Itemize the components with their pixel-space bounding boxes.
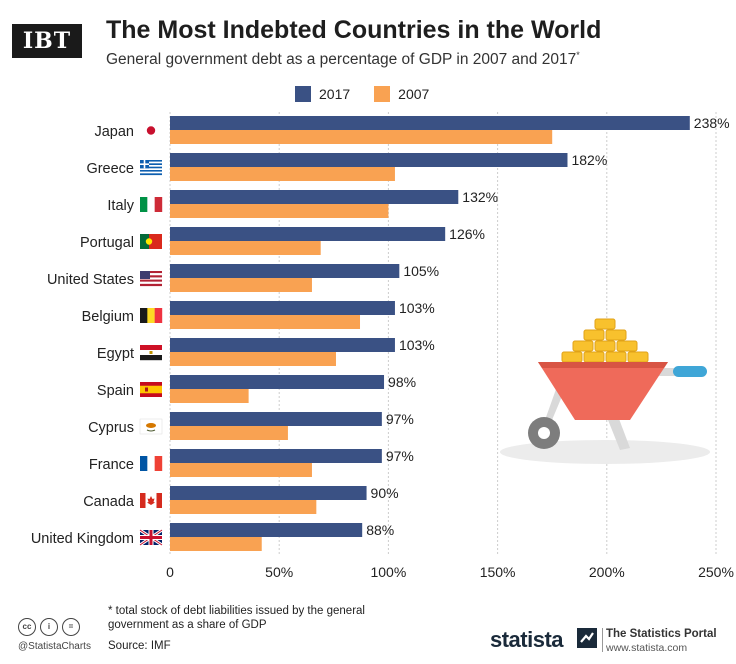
egypt-flag-icon — [140, 345, 162, 361]
bar-2017 — [170, 375, 385, 389]
bar-2007 — [170, 463, 312, 477]
france-flag-icon — [140, 456, 163, 471]
x-tick-label: 250% — [698, 564, 734, 580]
category-label: United Kingdom — [31, 531, 134, 547]
bar-2007 — [170, 204, 389, 218]
bar-2017 — [170, 338, 395, 352]
bar-2017 — [170, 449, 382, 463]
cyprus-flag-icon — [139, 418, 163, 435]
statista-logo: statista — [490, 627, 564, 652]
bar-2007 — [170, 130, 553, 144]
legend-swatch-2007 — [374, 86, 391, 102]
subtitle-footnote-mark: * — [576, 50, 580, 60]
category-label: United States — [47, 272, 134, 288]
value-label: 105% — [403, 263, 439, 279]
bar-2017 — [170, 227, 446, 241]
statista-mark-icon — [577, 628, 597, 648]
x-tick-label: 0 — [166, 564, 174, 580]
x-tick-label: 150% — [480, 564, 516, 580]
cc-icon: cc — [18, 618, 36, 636]
bar-2017 — [170, 116, 690, 130]
portal-url: www.statista.com — [606, 642, 688, 654]
bar-2017 — [170, 264, 400, 278]
value-label: 126% — [449, 226, 485, 242]
legend: 2017 2007 — [295, 86, 429, 102]
value-label: 103% — [399, 337, 435, 353]
bar-2007 — [170, 426, 288, 440]
portal-info: The Statistics Portal www.statista.com — [606, 627, 717, 655]
bar-2017 — [170, 486, 367, 500]
bar-2007 — [170, 500, 317, 514]
spain-flag-icon — [140, 382, 162, 397]
portal-divider — [602, 628, 603, 652]
no-derivatives-icon: = — [62, 618, 80, 636]
attribution-icon: i — [40, 618, 58, 636]
license-icons: cc i = — [18, 618, 80, 636]
bar-chart: 0 50% 100% 150% 200% 250% 238% Japan 182% Greece 1… — [31, 112, 734, 580]
value-label: 132% — [462, 189, 498, 205]
legend-item-2007: 2007 — [374, 86, 429, 102]
belgium-flag-icon — [140, 308, 163, 323]
usa-flag-icon — [140, 271, 162, 287]
value-label: 97% — [386, 411, 414, 427]
legend-item-2017: 2017 — [295, 86, 350, 102]
footnote: * total stock of debt liabilities issued… — [108, 605, 365, 631]
bar-2017 — [170, 190, 459, 204]
uk-flag-icon — [139, 528, 163, 547]
ibt-logo: IBT — [12, 24, 82, 58]
value-label: 88% — [366, 522, 394, 538]
value-label: 182% — [571, 152, 607, 168]
canada-flag-icon — [140, 493, 162, 508]
portal-title: The Statistics Portal — [606, 628, 717, 640]
japan-flag-icon — [140, 123, 162, 138]
category-label: Spain — [97, 383, 134, 399]
bar-2007 — [170, 278, 312, 292]
chart-subtitle: General government debt as a percentage … — [106, 50, 580, 69]
bar-2007 — [170, 352, 336, 366]
category-label: Japan — [94, 124, 134, 140]
bar-2007 — [170, 241, 321, 255]
value-label: 103% — [399, 300, 435, 316]
bar-2017 — [170, 523, 363, 537]
x-tick-label: 50% — [265, 564, 293, 580]
category-label: France — [89, 457, 134, 473]
social-handle: @StatistaCharts — [18, 641, 91, 652]
bar-2007 — [170, 389, 249, 403]
bar-2007 — [170, 167, 395, 181]
value-label: 90% — [371, 485, 399, 501]
bar-2017 — [170, 301, 395, 315]
category-label: Belgium — [82, 309, 134, 325]
wheelbarrow-illustration — [500, 318, 710, 464]
category-label: Portugal — [80, 235, 134, 251]
value-label: 98% — [388, 374, 416, 390]
bar-2007 — [170, 537, 262, 551]
portugal-flag-icon — [140, 234, 162, 249]
italy-flag-icon — [140, 197, 163, 212]
category-label: Greece — [86, 161, 134, 177]
legend-label-2007: 2007 — [398, 86, 430, 102]
category-label: Italy — [107, 198, 134, 214]
value-label: 97% — [386, 448, 414, 464]
x-tick-label: 200% — [589, 564, 625, 580]
chart-title: The Most Indebted Countries in the World — [106, 16, 602, 44]
category-label: Egypt — [97, 346, 134, 362]
greece-flag-icon — [140, 160, 162, 176]
bar-2007 — [170, 315, 361, 329]
bar-2017 — [170, 412, 382, 426]
bar-2017 — [170, 153, 568, 167]
legend-swatch-2017 — [295, 86, 311, 102]
category-label: Cyprus — [88, 420, 134, 436]
source-note: Source: IMF — [108, 640, 171, 652]
category-label: Canada — [83, 494, 135, 510]
value-label: 238% — [694, 115, 730, 131]
legend-label-2017: 2017 — [319, 86, 351, 102]
x-tick-label: 100% — [370, 564, 406, 580]
